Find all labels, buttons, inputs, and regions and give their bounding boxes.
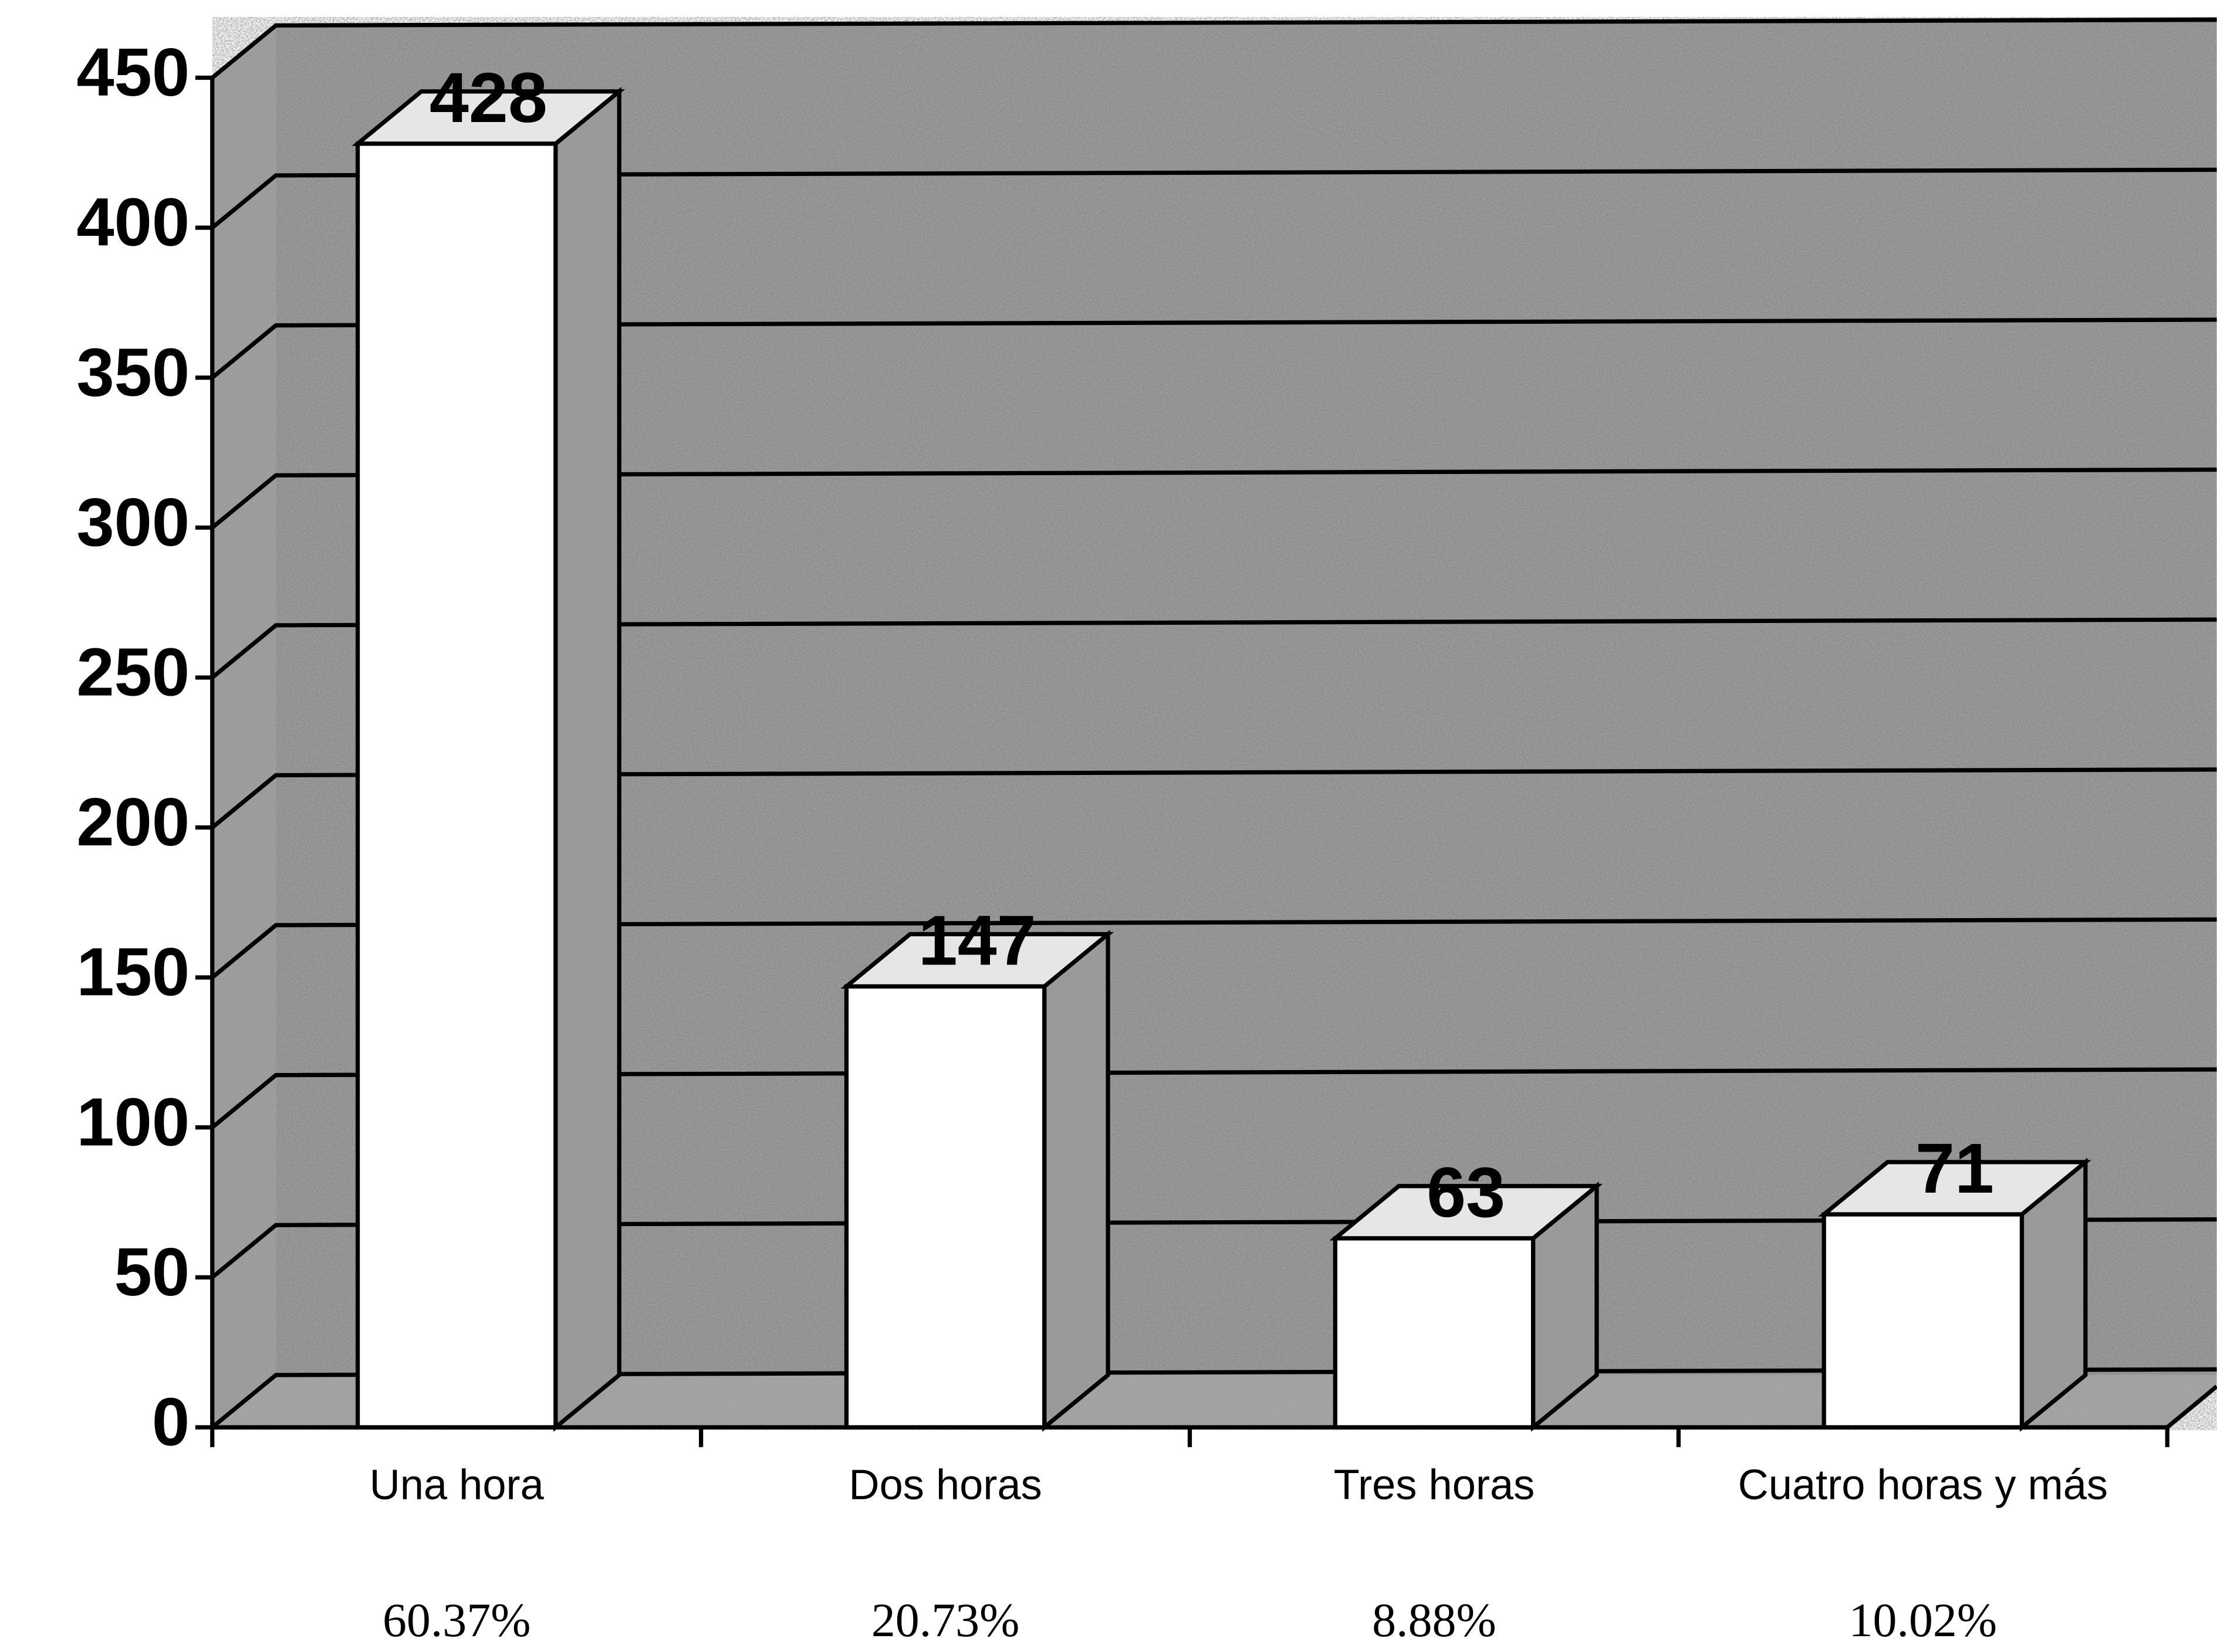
y-tick-label: 250 [76,634,190,710]
grid-line [211,617,2217,679]
bar [1329,1182,1603,1432]
value-label: 63 [1427,1153,1505,1232]
percent-label: 8.88% [1372,1593,1496,1647]
value-label: 71 [1915,1129,1994,1208]
y-tick-label: 100 [76,1084,190,1160]
grid-line [211,917,2217,979]
y-tick-label: 200 [76,784,190,860]
grid-line [211,317,2217,380]
y-tick-label: 400 [76,184,190,260]
bar-front [355,141,558,1430]
bar [1818,1157,2091,1432]
x-tick-label: Una hora [370,1462,545,1509]
bar [840,929,1114,1432]
percent-label: 20.73% [871,1593,1019,1647]
value-label: 428 [430,58,548,137]
grid-line [211,767,2217,830]
bar-front [844,984,1047,1430]
grid-line [211,167,2217,229]
grid-line [211,467,2217,530]
grid-line [211,18,2217,80]
grid-line [211,1067,2217,1129]
bar-side [553,87,621,1432]
y-tick-label: 350 [76,334,190,410]
bar [352,87,626,1432]
x-tick-label: Dos horas [849,1462,1042,1509]
percent-label: 60.37% [383,1593,530,1647]
y-tick-label: 450 [76,34,190,110]
y-tick-label: 150 [76,934,190,1010]
bar-front [1333,1236,1536,1430]
x-tick-label: Tres horas [1334,1462,1535,1509]
bar-front [1821,1212,2025,1430]
value-label: 147 [918,901,1036,980]
bar-side [1042,929,1110,1432]
y-tick-label: 0 [152,1384,190,1460]
y-tick-label: 300 [76,484,190,560]
y-tick-label: 50 [114,1234,190,1310]
percent-label: 10.02% [1849,1593,1997,1647]
floor-edge [2165,1384,2217,1429]
x-tick-label: Cuatro horas y más [1738,1462,2108,1509]
